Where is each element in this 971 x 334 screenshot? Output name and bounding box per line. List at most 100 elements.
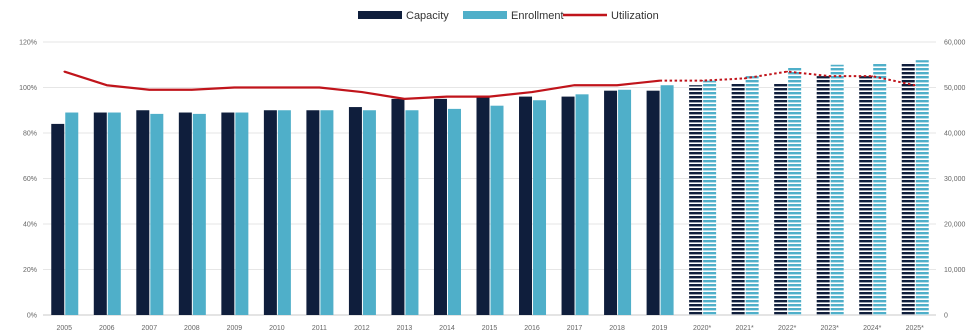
legend-label-enrollment: Enrollment [511,10,564,22]
enrollment-bar [277,110,291,315]
utilization-point [828,75,831,77]
enrollment-bar [320,110,334,315]
enrollment-bar [405,110,419,315]
x-axis-tick-label: 2018 [609,325,625,332]
enrollment-bar [490,105,504,315]
x-axis-tick-label: 2012 [354,325,370,332]
capacity-bar [646,90,660,315]
enrollment-bar [703,80,717,315]
enrollment-bar [618,89,632,316]
left-axis-tick-label: 120% [19,40,37,47]
enrollment-bar [745,76,759,315]
right-axis-tick-label: 30,000 [944,176,966,183]
capacity-bar [93,112,107,316]
x-axis-tick-label: 2015 [482,325,498,332]
enrollment-bar [660,85,674,315]
enrollment-bar [107,112,121,316]
enrollment-bar [150,113,164,315]
capacity-bar [306,110,320,315]
utilization-point [446,95,448,98]
capacity-bar [221,112,235,316]
utilization-line [63,70,916,100]
utilization-point [488,95,491,98]
legend-label-capacity: Capacity [406,10,449,22]
x-axis-tick-label: 2005 [56,325,72,332]
utilization-point [658,79,661,82]
enrollment-bar [830,64,844,315]
utilization-point [871,75,874,77]
capacity-bar [774,82,788,315]
utilization-point [148,88,151,91]
right-axis-tick-label: 20,000 [944,222,966,229]
x-axis-tick-label: 2008 [184,325,200,332]
capacity-bar [816,76,830,315]
right-axis-tick-label: 0 [944,313,948,320]
legend-swatch-capacity [358,11,402,19]
x-axis-tick-label: 2025* [906,325,925,332]
enrollment-bar [915,60,929,316]
enrollment-bar [447,108,461,315]
utilization-point [701,79,703,82]
x-axis-tick-label: 2006 [99,325,115,332]
axes: 0% 0 20% 10,000 40% 20,000 60% 30,000 80% 40,000 1… [19,40,965,333]
bars [51,60,929,316]
capacity-bar [433,98,447,315]
x-axis-tick-label: 2020* [693,325,712,332]
utilization-point [913,84,916,87]
legend-swatch-enrollment [463,11,507,19]
utilization-point [573,84,576,87]
x-axis-tick-label: 2021* [735,325,754,332]
utilization-point [63,70,66,73]
x-axis-tick-label: 2019 [652,325,668,332]
capacity-bar [136,110,150,315]
x-axis-tick-label: 2011 [312,325,327,332]
capacity-bar [391,98,405,315]
x-axis-tick-label: 2016 [524,325,540,332]
left-axis-tick-label: 20% [23,267,37,274]
x-axis-tick-label: 2013 [397,325,413,332]
capacity-bar [731,82,745,315]
capacity-bar [348,107,362,315]
capacity-bar [901,62,915,315]
enrollment-bar [575,94,589,315]
x-axis-tick-label: 2024* [863,325,882,332]
capacity-bar [51,123,65,316]
x-axis-tick-label: 2014 [439,325,455,332]
x-axis-tick-label: 2017 [567,325,583,332]
capacity-bar [476,96,490,315]
utilization-point [233,86,236,89]
capacity-bar [604,90,618,315]
legend: Capacity Enrollment Utilization [358,10,659,22]
right-axis-tick-label: 10,000 [944,267,966,274]
enrollment-bar [788,67,802,316]
utilization-point [318,86,321,89]
enrollment-bar [235,112,249,316]
legend-item-utilization[interactable]: Utilization [563,10,659,22]
enrollment-bar [362,110,376,315]
x-axis-tick-label: 2009 [227,325,243,332]
capacity-bar [263,110,277,315]
enrollment-bar [873,62,887,315]
x-axis-tick-label: 2022* [778,325,797,332]
legend-label-utilization: Utilization [611,10,659,22]
capacity-bar [519,96,533,315]
left-axis-tick-label: 100% [19,85,37,92]
legend-item-capacity[interactable]: Capacity [358,10,449,22]
left-axis-tick-label: 80% [23,131,37,138]
x-axis-tick-label: 2007 [142,325,158,332]
utilization-point [105,84,108,87]
enrollment-bar [533,100,547,316]
enrollment-bar [192,113,206,315]
utilization-point [361,91,363,93]
utilization-point [403,98,406,100]
capacity-bar [561,96,575,315]
utilization-point [616,84,618,87]
legend-item-enrollment[interactable]: Enrollment [463,10,564,22]
utilization-point [191,88,193,91]
capacity-bar [689,85,703,315]
left-axis-tick-label: 40% [23,222,37,229]
left-axis-tick-label: 60% [23,176,37,183]
utilization-point [786,70,788,73]
right-axis-tick-label: 50,000 [944,85,966,92]
